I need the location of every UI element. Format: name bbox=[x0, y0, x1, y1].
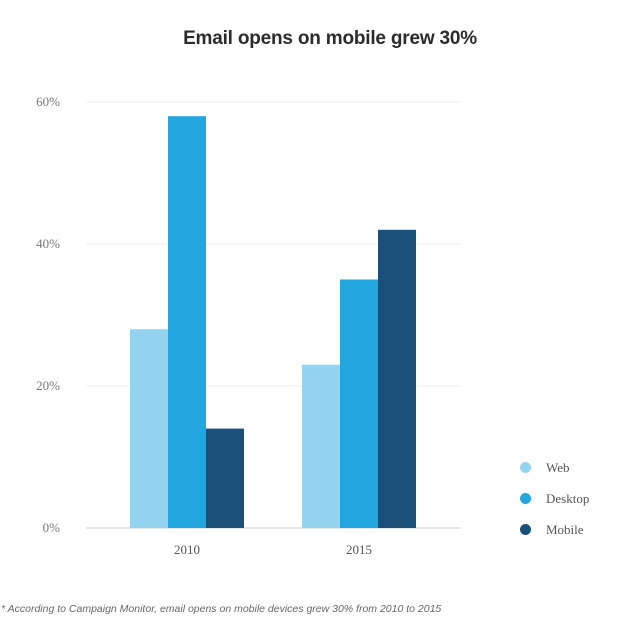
legend-swatch-web bbox=[520, 462, 531, 473]
x-axis-labels: 2010 2015 bbox=[174, 542, 372, 557]
legend-swatch-desktop bbox=[520, 493, 531, 504]
y-tick-label: 0% bbox=[43, 520, 61, 535]
legend: Web Desktop Mobile bbox=[520, 452, 589, 545]
y-tick-label: 20% bbox=[36, 378, 60, 393]
bar-mobile-2010[interactable] bbox=[206, 428, 244, 528]
bar-web-2015[interactable] bbox=[302, 364, 340, 528]
bar-mobile-2015[interactable] bbox=[378, 229, 416, 529]
legend-label-desktop: Desktop bbox=[546, 490, 590, 506]
y-axis-labels: 0% 20% 40% 60% bbox=[36, 94, 60, 535]
chart-title: Email opens on mobile grew 30% bbox=[183, 28, 477, 49]
x-tick-label-2015: 2015 bbox=[346, 542, 372, 557]
legend-label-mobile: Mobile bbox=[546, 521, 584, 537]
legend-item-mobile[interactable]: Mobile bbox=[520, 514, 589, 545]
legend-swatch-mobile bbox=[520, 524, 531, 535]
bar-web-2010[interactable] bbox=[130, 329, 168, 528]
legend-label-web: Web bbox=[546, 459, 570, 475]
bar-desktop-2015[interactable] bbox=[340, 279, 378, 529]
x-tick-label-2010: 2010 bbox=[174, 542, 200, 557]
legend-item-desktop[interactable]: Desktop bbox=[520, 483, 589, 514]
legend-item-web[interactable]: Web bbox=[520, 452, 589, 483]
bar-desktop-2010[interactable] bbox=[168, 116, 206, 528]
y-tick-label: 40% bbox=[36, 236, 60, 251]
y-tick-label: 60% bbox=[36, 94, 60, 109]
bars bbox=[130, 116, 416, 529]
footnote: * According to Campaign Monitor, email o… bbox=[1, 603, 442, 615]
